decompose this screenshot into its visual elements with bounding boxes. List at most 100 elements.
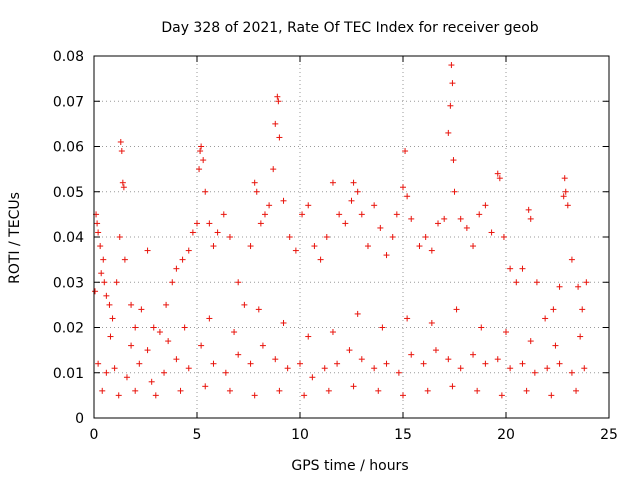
chart-title: Day 328 of 2021, Rate Of TEC Index for r… xyxy=(161,20,538,36)
data-point xyxy=(220,211,227,218)
data-point xyxy=(97,243,104,250)
data-point xyxy=(377,224,384,231)
data-point xyxy=(272,356,279,363)
data-point xyxy=(100,256,107,263)
data-point xyxy=(173,356,180,363)
data-point xyxy=(393,211,400,218)
data-point xyxy=(476,211,483,218)
data-point xyxy=(144,347,151,354)
data-point xyxy=(297,360,303,367)
data-point xyxy=(226,234,233,240)
data-point xyxy=(116,234,123,240)
data-point xyxy=(253,188,260,195)
data-point xyxy=(453,306,460,313)
data-point xyxy=(247,243,254,250)
data-point xyxy=(200,157,207,164)
data-point xyxy=(575,283,582,290)
y-tick-label: 0.08 xyxy=(53,49,84,65)
data-point xyxy=(354,188,361,195)
data-point xyxy=(103,369,110,376)
data-point xyxy=(214,229,221,236)
data-point xyxy=(107,333,114,340)
x-tick-label: 15 xyxy=(394,427,412,443)
data-point xyxy=(299,211,306,218)
data-point xyxy=(445,356,452,363)
data-point xyxy=(445,129,452,136)
data-point xyxy=(470,351,477,358)
data-point xyxy=(136,360,143,367)
data-point xyxy=(276,387,283,394)
data-point xyxy=(235,351,242,358)
data-point xyxy=(494,356,501,363)
data-point xyxy=(181,324,188,331)
data-point xyxy=(210,360,217,367)
y-axis-label: ROTI / TECUs xyxy=(7,192,23,284)
data-point xyxy=(408,215,415,222)
data-point xyxy=(450,157,457,164)
data-point xyxy=(482,360,489,367)
data-point xyxy=(400,184,406,191)
data-point xyxy=(494,170,501,177)
data-point xyxy=(371,202,378,209)
data-point xyxy=(266,202,273,209)
data-point xyxy=(358,211,365,218)
y-tick-label: 0.03 xyxy=(53,275,84,291)
data-point xyxy=(95,360,102,367)
data-point xyxy=(573,387,580,394)
data-point xyxy=(447,102,454,109)
data-point xyxy=(206,315,213,322)
grid xyxy=(94,56,609,418)
data-point xyxy=(251,392,258,399)
data-point xyxy=(247,360,254,367)
data-point xyxy=(189,229,196,236)
data-point xyxy=(179,256,186,263)
data-point xyxy=(274,93,281,100)
data-point xyxy=(196,166,203,173)
data-point xyxy=(161,369,168,376)
data-point xyxy=(98,270,105,277)
x-tick-label: 20 xyxy=(497,427,515,443)
data-point xyxy=(305,333,312,340)
data-points xyxy=(92,62,590,399)
data-point xyxy=(488,229,495,236)
data-point xyxy=(581,365,588,372)
data-point xyxy=(257,220,264,227)
data-point xyxy=(309,374,316,381)
data-point xyxy=(169,279,176,286)
data-point xyxy=(561,175,568,182)
data-point xyxy=(424,387,431,394)
data-point xyxy=(389,234,396,240)
data-point xyxy=(371,365,378,372)
data-point xyxy=(301,392,308,399)
data-point xyxy=(364,243,371,250)
data-point xyxy=(286,234,293,240)
data-point xyxy=(317,256,324,263)
data-point xyxy=(556,283,563,290)
data-point xyxy=(432,347,439,354)
data-point xyxy=(329,329,336,336)
data-point xyxy=(448,62,455,69)
data-point xyxy=(156,329,163,336)
data-point xyxy=(548,392,555,399)
data-point xyxy=(500,234,507,240)
data-point xyxy=(198,342,205,349)
data-point xyxy=(150,324,157,331)
data-point xyxy=(292,247,299,254)
data-point xyxy=(402,148,409,155)
data-point xyxy=(222,369,229,376)
data-point xyxy=(503,329,509,336)
data-point xyxy=(542,315,549,322)
data-point xyxy=(118,148,125,155)
data-point xyxy=(101,279,108,286)
data-point xyxy=(123,374,130,381)
data-point xyxy=(94,220,101,227)
data-point xyxy=(507,365,514,372)
data-point xyxy=(354,310,361,317)
data-point xyxy=(321,365,328,372)
data-point xyxy=(583,279,590,286)
data-point xyxy=(474,387,481,394)
y-tick-label: 0.04 xyxy=(53,230,84,246)
data-point xyxy=(564,202,571,209)
data-point xyxy=(185,247,192,254)
data-point xyxy=(305,202,312,209)
